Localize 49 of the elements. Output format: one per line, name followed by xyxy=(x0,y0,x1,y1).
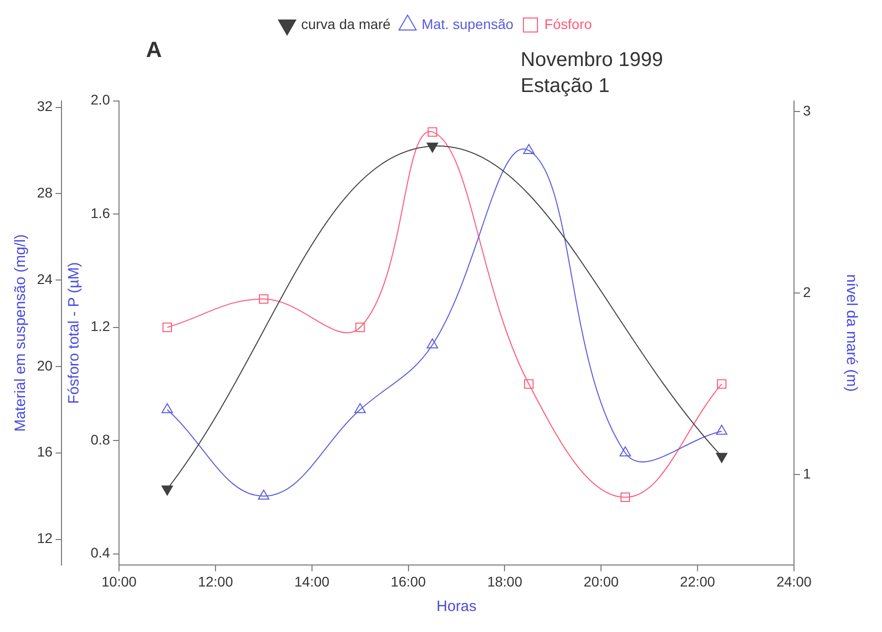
x-tick-label: 24:00 xyxy=(776,573,812,590)
point xyxy=(620,492,630,502)
y2-tick-label: 3 xyxy=(803,102,811,119)
y-tick-label: 1.2 xyxy=(90,318,110,334)
point xyxy=(162,322,172,332)
point xyxy=(428,127,438,137)
legend-label: Mat. supensão xyxy=(422,16,514,32)
point xyxy=(426,338,438,348)
y2-axis-title: nível da maré (m) xyxy=(842,274,860,392)
point xyxy=(258,490,270,500)
point xyxy=(162,486,173,496)
y-tick-label: 1.6 xyxy=(90,204,110,221)
x-axis-title: Horas xyxy=(436,598,477,616)
x-tick-label: 22:00 xyxy=(680,573,716,590)
y3-tick-label: 12 xyxy=(36,530,53,546)
x-tick-label: 18:00 xyxy=(487,573,522,590)
legend-label: Fósforo xyxy=(544,16,592,32)
point xyxy=(716,424,728,435)
point xyxy=(716,379,726,389)
y2-tick-label: 2 xyxy=(803,284,811,300)
point xyxy=(355,322,365,332)
y3-tick-label: 16 xyxy=(36,444,53,460)
x-tick-label: 14:00 xyxy=(294,573,330,590)
y-axis-title: Fósforo total - P (µM) xyxy=(66,262,83,404)
point xyxy=(426,142,438,153)
y3-tick-label: 24 xyxy=(36,270,53,287)
x-tick-label: 16:00 xyxy=(390,573,426,590)
y3-tick-label: 32 xyxy=(36,98,53,114)
x-tick-label: 20:00 xyxy=(584,573,619,590)
y-tick-label: 0.4 xyxy=(90,544,110,561)
y-tick-label: 2.0 xyxy=(90,92,110,108)
point xyxy=(258,294,268,304)
y2-tick-label: 1 xyxy=(803,465,811,482)
chart-subtitle: Estação 1 xyxy=(520,74,610,97)
x-tick-label: 10:00 xyxy=(102,573,137,590)
point xyxy=(354,403,366,414)
y3-tick-label: 28 xyxy=(36,184,53,201)
point xyxy=(716,452,728,463)
point xyxy=(524,379,534,389)
y-tick-label: 0.8 xyxy=(90,431,110,448)
chart-title: Novembro 1999 xyxy=(520,48,663,71)
y3-axis-title: Material em suspensão (mg/l) xyxy=(12,234,30,432)
point xyxy=(620,446,631,456)
text: A xyxy=(146,36,162,62)
y3-tick-label: 20 xyxy=(36,357,53,374)
x-tick-label: 12:00 xyxy=(198,573,234,590)
point xyxy=(162,403,173,414)
point xyxy=(523,144,535,154)
legend-label: curva da maré xyxy=(301,16,391,32)
